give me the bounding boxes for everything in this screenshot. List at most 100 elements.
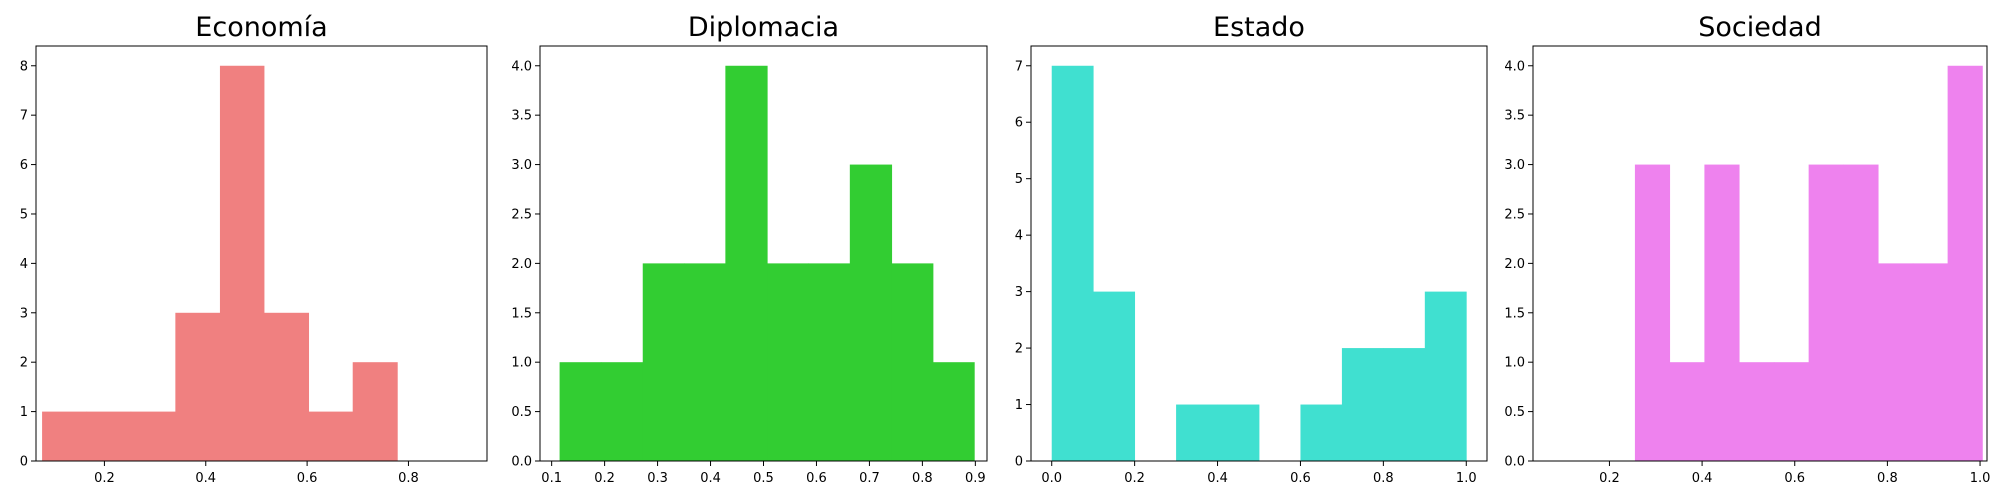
bar-diplomacia-8 [891, 263, 934, 461]
bar-economia-2 [130, 411, 176, 461]
x-tick-label-diplomacia-0: 0.1 [541, 471, 562, 486]
x-tick-label-sociedad-0: 0.2 [1599, 471, 1620, 486]
x-tick-label-estado-2: 0.4 [1207, 471, 1228, 486]
y-tick-label-economia-8: 8 [20, 59, 28, 74]
bar-estado-3 [1176, 404, 1218, 461]
x-tick-label-diplomacia-4: 0.5 [753, 471, 774, 486]
y-tick-label-estado-4: 4 [1015, 229, 1023, 244]
y-tick-label-sociedad-4: 2.0 [1504, 257, 1525, 272]
x-tick-label-diplomacia-8: 0.9 [965, 471, 986, 486]
y-tick-label-estado-0: 0 [1015, 455, 1023, 470]
y-tick-label-estado-5: 5 [1015, 172, 1023, 187]
bar-diplomacia-1 [600, 362, 644, 461]
bar-sociedad-2 [1704, 164, 1740, 462]
x-tick-label-economia-3: 0.8 [398, 471, 419, 486]
bar-diplomacia-0 [559, 362, 602, 461]
bar-economia-1 [86, 411, 132, 461]
y-tick-label-estado-7: 7 [1015, 59, 1023, 74]
x-tick-label-estado-5: 1.0 [1456, 471, 1477, 486]
chart-panel-sociedad: 0.2 0.4 0.6 0.8 1.0 0.0 0.5 1.0 1.5 2.0 2.5 3.0 3.5 4… [1504, 12, 1990, 486]
y-tick-label-sociedad-6: 3.0 [1504, 158, 1525, 173]
x-tick-label-estado-3: 0.6 [1290, 471, 1311, 486]
y-tick-label-diplomacia-3: 1.5 [511, 306, 532, 321]
bar-diplomacia-7 [849, 164, 893, 462]
bar-diplomacia-3 [684, 263, 726, 461]
bar-diplomacia-2 [642, 263, 685, 461]
y-tick-label-estado-3: 3 [1015, 285, 1023, 300]
bar-sociedad-9 [1947, 65, 1983, 461]
x-tick-label-sociedad-3: 0.8 [1877, 471, 1898, 486]
axes-frame-sociedad [1532, 45, 1988, 462]
bar-estado-9 [1424, 291, 1467, 461]
y-tick-label-diplomacia-2: 1.0 [511, 356, 532, 371]
bar-sociedad-5 [1808, 164, 1844, 462]
x-tick-label-diplomacia-2: 0.3 [647, 471, 668, 486]
bar-estado-7 [1341, 348, 1384, 461]
y-tick-label-sociedad-2: 1.0 [1504, 356, 1525, 371]
x-tick-label-sociedad-4: 1.0 [1970, 471, 1991, 486]
chart-panel-economia: 0.2 0.4 0.6 0.8 0 1 2 3 4 5 6 7 8 Economía [20, 12, 488, 486]
chart-panel-diplomacia: 0.1 0.2 0.3 0.4 0.5 0.6 0.7 0.8 0.9 0.0 0.5 1.0 1.5 2… [511, 12, 988, 486]
chart-title-estado: Estado [1213, 12, 1305, 43]
chart-title-sociedad: Sociedad [1698, 12, 1821, 43]
chart-title-diplomacia: Diplomacia [688, 12, 839, 43]
x-tick-label-economia-1: 0.4 [195, 471, 216, 486]
y-tick-label-economia-4: 4 [20, 257, 28, 272]
bar-diplomacia-4 [725, 65, 768, 461]
x-tick-label-diplomacia-3: 0.4 [700, 471, 721, 486]
y-tick-label-diplomacia-1: 0.5 [511, 405, 532, 420]
y-tick-label-estado-6: 6 [1015, 116, 1023, 131]
x-tick-label-estado-1: 0.2 [1124, 471, 1145, 486]
x-tick-label-economia-2: 0.6 [297, 471, 318, 486]
x-tick-label-diplomacia-5: 0.6 [806, 471, 827, 486]
y-tick-label-sociedad-5: 2.5 [1504, 207, 1525, 222]
x-tick-label-estado-4: 0.8 [1373, 471, 1394, 486]
y-tick-label-estado-2: 2 [1015, 342, 1023, 357]
bar-estado-6 [1300, 404, 1343, 461]
bar-sociedad-6 [1843, 164, 1879, 462]
y-tick-label-diplomacia-4: 2.0 [511, 257, 532, 272]
y-tick-label-diplomacia-5: 2.5 [511, 207, 532, 222]
bar-diplomacia-9 [932, 362, 975, 461]
bar-estado-4 [1217, 404, 1260, 461]
bar-sociedad-7 [1878, 263, 1914, 461]
bar-sociedad-0 [1634, 164, 1671, 462]
bar-estado-1 [1093, 291, 1136, 461]
chart-panel-estado: 0.0 0.2 0.4 0.6 0.8 1.0 0 1 2 3 4 5 6 7 Estado [1015, 12, 1488, 486]
bar-economia-4 [219, 65, 265, 461]
y-tick-label-diplomacia-8: 4.0 [511, 59, 532, 74]
bar-diplomacia-5 [767, 263, 809, 461]
y-tick-label-sociedad-7: 3.5 [1504, 109, 1525, 124]
bar-sociedad-3 [1739, 362, 1775, 461]
y-tick-label-diplomacia-6: 3.0 [511, 158, 532, 173]
y-tick-label-economia-0: 0 [20, 455, 28, 470]
y-tick-label-economia-5: 5 [20, 207, 28, 222]
bar-estado-8 [1383, 348, 1426, 461]
bar-economia-3 [175, 312, 221, 461]
bar-economia-7 [352, 362, 398, 461]
y-tick-label-economia-3: 3 [20, 306, 28, 321]
y-tick-label-sociedad-0: 0.0 [1504, 455, 1525, 470]
x-tick-label-sociedad-2: 0.6 [1784, 471, 1805, 486]
y-tick-label-economia-7: 7 [20, 109, 28, 124]
y-tick-label-sociedad-8: 4.0 [1504, 59, 1525, 74]
y-tick-label-sociedad-3: 1.5 [1504, 306, 1525, 321]
x-tick-label-estado-0: 0.0 [1041, 471, 1062, 486]
y-tick-label-economia-1: 1 [20, 405, 28, 420]
x-tick-label-diplomacia-1: 0.2 [594, 471, 615, 486]
x-tick-label-economia-0: 0.2 [94, 471, 115, 486]
y-tick-label-diplomacia-0: 0.0 [511, 455, 532, 470]
y-tick-label-economia-6: 6 [20, 158, 28, 173]
y-tick-label-economia-2: 2 [20, 356, 28, 371]
x-tick-label-diplomacia-6: 0.7 [859, 471, 880, 486]
chart-title-economia: Economía [195, 12, 327, 43]
y-tick-label-diplomacia-7: 3.5 [511, 109, 532, 124]
axes-frame-estado [1030, 45, 1488, 462]
bar-sociedad-1 [1669, 362, 1705, 461]
bar-sociedad-4 [1773, 362, 1810, 461]
y-tick-label-estado-1: 1 [1015, 398, 1023, 413]
axes-frame-economia [35, 45, 488, 462]
bar-economia-5 [264, 312, 310, 461]
bar-sociedad-8 [1912, 263, 1949, 461]
